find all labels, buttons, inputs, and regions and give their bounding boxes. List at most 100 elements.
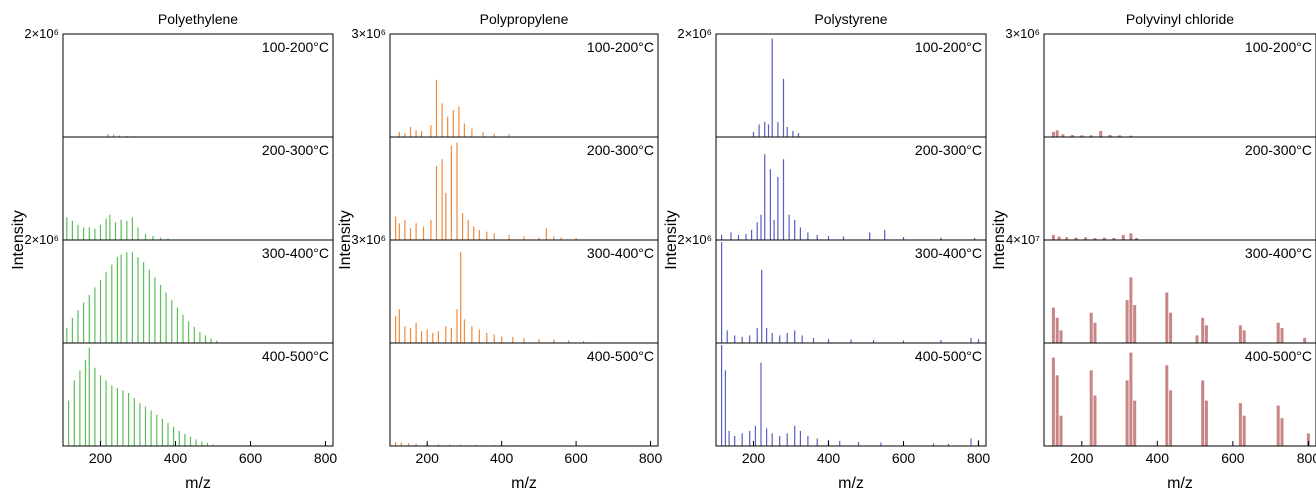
scale-label-middle: 2×10⁶ — [677, 232, 712, 247]
temperature-label: 400-500°C — [262, 348, 329, 364]
peak — [456, 309, 458, 343]
peak — [456, 142, 458, 240]
peak — [721, 234, 723, 240]
series-200-300-c — [66, 214, 169, 241]
peak — [1242, 415, 1246, 446]
peak — [1169, 390, 1173, 446]
peak — [111, 264, 113, 343]
peak — [193, 326, 195, 343]
peak — [850, 339, 852, 343]
peak — [1133, 305, 1137, 343]
peak — [77, 224, 79, 240]
peak — [1108, 135, 1112, 137]
temperature-label: 300-400°C — [1245, 245, 1312, 261]
x-axis-label: m/z — [1167, 475, 1193, 492]
series-200-300-c — [1051, 233, 1139, 240]
panel-title: Polyethylene — [158, 11, 238, 27]
peak — [741, 433, 743, 446]
series-100-200-c — [398, 79, 510, 137]
x-tick-label: 200 — [742, 450, 766, 466]
peak — [842, 236, 845, 240]
peak — [128, 393, 130, 446]
peak — [131, 252, 133, 343]
peak — [827, 339, 830, 343]
peak — [441, 103, 443, 137]
peak — [766, 327, 768, 343]
peak — [857, 442, 860, 446]
peak — [1238, 325, 1242, 343]
peak — [538, 237, 540, 240]
peak — [395, 442, 397, 446]
peak — [794, 219, 796, 240]
temperature-label: 100-200°C — [1245, 39, 1312, 55]
peak — [1055, 130, 1059, 137]
peak — [1093, 395, 1097, 446]
peak — [131, 217, 133, 240]
peak — [880, 442, 882, 446]
peak — [512, 336, 514, 343]
peak — [435, 79, 438, 137]
peak — [216, 340, 218, 343]
peak — [409, 327, 412, 343]
panel-title: Polystyrene — [814, 11, 887, 27]
temperature-label: 200-300°C — [587, 142, 654, 158]
peak — [501, 336, 503, 343]
panel-title: Polyvinyl chloride — [1126, 11, 1234, 27]
x-tick-label: 600 — [892, 450, 916, 466]
x-tick-label: 200 — [89, 450, 113, 466]
temperature-label: 300-400°C — [587, 245, 654, 261]
peak — [152, 236, 154, 240]
peak — [120, 254, 122, 343]
temperature-label: 400-500°C — [1245, 348, 1312, 364]
peak — [523, 236, 525, 240]
peak — [751, 229, 753, 240]
peak — [940, 340, 942, 343]
peak — [769, 169, 771, 240]
peak — [398, 223, 400, 240]
peak — [159, 237, 162, 240]
peak — [137, 257, 139, 343]
peak — [1051, 234, 1055, 240]
peak — [71, 220, 73, 240]
x-tick-label: 400 — [164, 450, 188, 466]
peak — [171, 300, 173, 343]
peak — [471, 128, 473, 137]
panel-title: Polypropylene — [480, 11, 569, 27]
peak — [447, 116, 449, 137]
peak — [426, 329, 428, 343]
peak — [83, 227, 85, 240]
peak — [79, 370, 81, 447]
peak — [730, 232, 732, 240]
peak — [94, 367, 96, 446]
peak — [1055, 375, 1059, 446]
x-tick-label: 200 — [416, 450, 440, 466]
peak — [872, 340, 875, 343]
peak — [150, 410, 152, 446]
peak — [1280, 327, 1284, 343]
peak — [977, 339, 980, 343]
peak — [1070, 135, 1074, 137]
peak — [771, 332, 773, 343]
peak — [107, 134, 109, 137]
peak — [779, 335, 781, 343]
peak — [1165, 292, 1169, 343]
series-100-200-c — [1051, 130, 1133, 137]
peak — [575, 238, 577, 240]
peak — [1201, 317, 1205, 344]
peak — [940, 237, 942, 240]
peak — [758, 124, 760, 137]
x-axis-label: m/z — [185, 475, 211, 492]
peak — [1080, 135, 1084, 137]
peak — [122, 390, 124, 446]
peak — [437, 444, 439, 446]
peak — [538, 339, 540, 343]
peak — [88, 347, 90, 446]
peak — [161, 418, 163, 446]
peak — [114, 222, 117, 240]
peak — [1112, 238, 1116, 240]
peak — [773, 219, 775, 240]
y-axis-label: Intensity — [337, 210, 354, 270]
peak — [1089, 312, 1093, 343]
peak — [94, 287, 96, 343]
peak — [734, 335, 736, 343]
